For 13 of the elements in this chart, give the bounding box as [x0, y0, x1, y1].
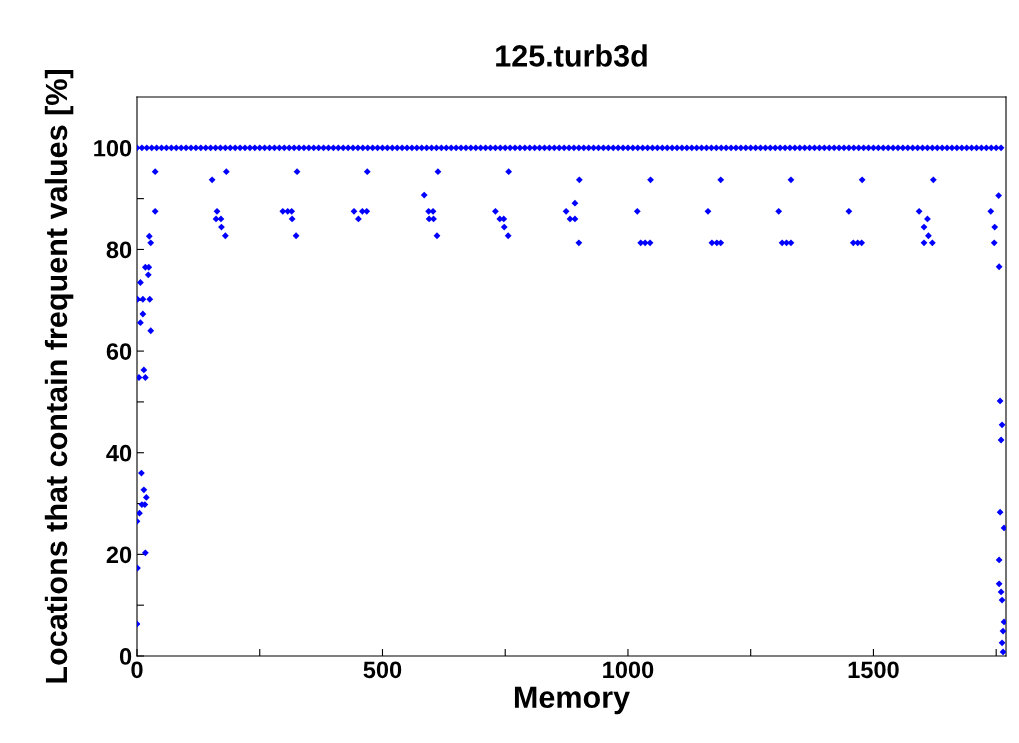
y-tick-label: 60	[106, 343, 132, 360]
chart-title: 125.turb3d	[496, 44, 647, 67]
y-axis-title: Locations that contain frequent values [%]	[44, 70, 74, 683]
x-axis-title: Memory	[514, 686, 630, 715]
y-tick-label: 40	[106, 444, 132, 462]
x-tick-label: 1500	[848, 661, 899, 679]
x-tick-label: 500	[363, 661, 402, 679]
x-tick-label: 0	[131, 661, 143, 679]
y-tick-label: 0	[119, 648, 132, 665]
x-tick-label: 1000	[603, 661, 654, 679]
y-tick-label: 20	[106, 546, 132, 564]
y-tick-label: 80	[106, 241, 132, 259]
y-tick-label: 100	[94, 139, 132, 157]
